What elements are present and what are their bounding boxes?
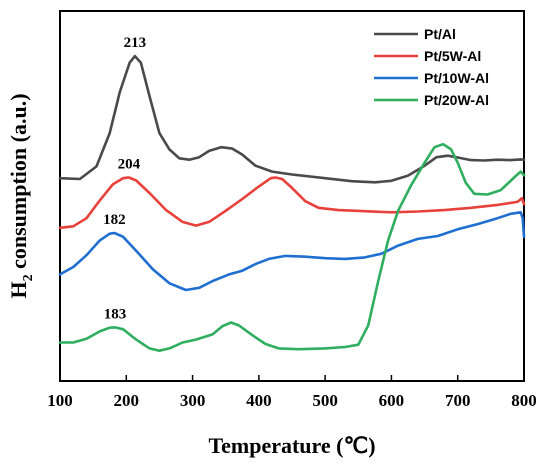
peak-label: 182 [103, 212, 126, 228]
y-axis-title: H2 consumption (a.u.) [6, 93, 36, 298]
y-axis-title-rest: consumption (a.u.) [6, 93, 31, 274]
peak-label: 183 [104, 306, 127, 322]
x-tick-label: 500 [312, 391, 338, 410]
peak-label: 204 [118, 157, 141, 173]
series-line [58, 142, 526, 352]
x-tick-label: 200 [114, 391, 140, 410]
series-lines [58, 54, 526, 352]
x-ticks: 100 200 300 400 500 600 700 800 [47, 375, 537, 410]
y-axis-title-h: H [6, 281, 31, 298]
legend-label: Pt/10W-Al [424, 70, 489, 86]
legend-label: Pt/20W-Al [424, 92, 489, 108]
x-tick-label: 700 [445, 391, 471, 410]
peak-annotations: 213 204 182 183 [103, 35, 146, 322]
legend: Pt/Al Pt/5W-Al Pt/10W-Al Pt/20W-Al [374, 26, 489, 108]
series-line [58, 54, 526, 184]
y-axis-title-subscript: 2 [21, 274, 36, 281]
plot-frame [59, 10, 525, 382]
legend-label: Pt/Al [424, 26, 456, 42]
x-tick-label: 100 [47, 391, 73, 410]
x-tick-label: 300 [180, 391, 206, 410]
x-tick-label: 800 [511, 391, 537, 410]
peak-label: 213 [124, 35, 147, 51]
series-line [58, 211, 526, 292]
x-tick-label: 400 [246, 391, 272, 410]
series-line [58, 176, 526, 230]
x-axis-title: Temperature (℃) [208, 433, 375, 458]
legend-label: Pt/5W-Al [424, 48, 481, 64]
x-tick-label: 600 [379, 391, 405, 410]
